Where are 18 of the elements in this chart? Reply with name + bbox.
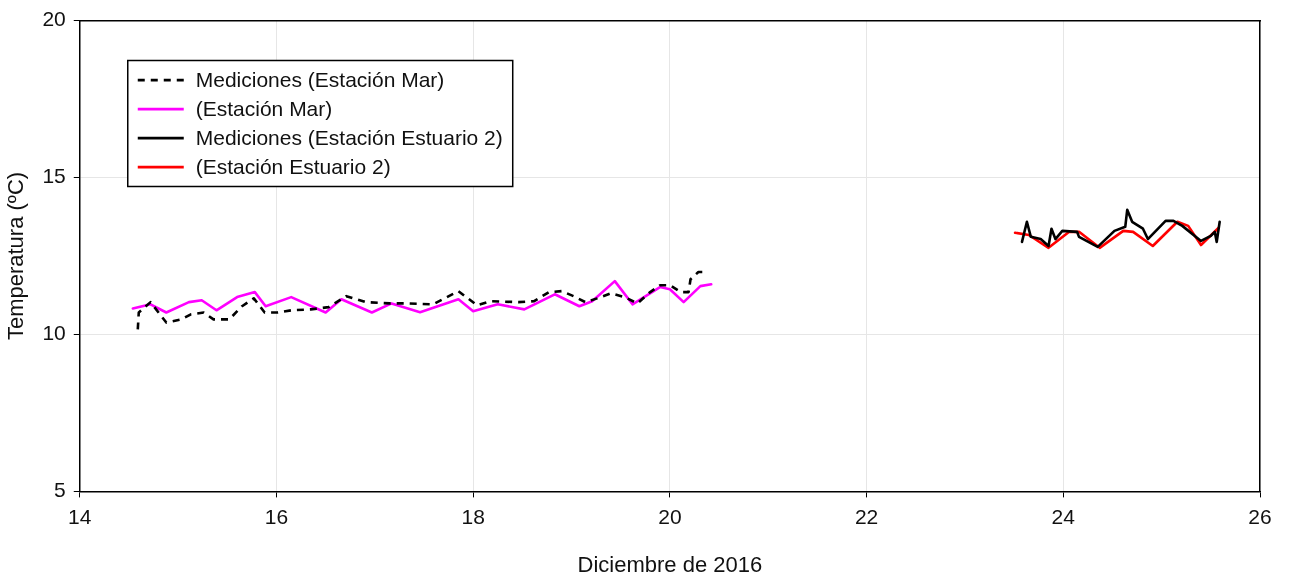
- x-tick-label: 16: [264, 504, 289, 528]
- line-series: [136, 270, 704, 331]
- y-tick-label: 10: [42, 321, 66, 345]
- legend-label: Mediciones (Estación Estuario 2): [195, 125, 503, 149]
- legend-label: (Estación Estuario 2): [195, 154, 391, 178]
- x-tick-label: 26: [1248, 504, 1272, 528]
- legend-label: (Estación Mar): [195, 96, 333, 120]
- x-tick-label: 18: [461, 504, 485, 528]
- x-tick-label: 20: [658, 504, 682, 528]
- x-tick-label: 22: [854, 504, 879, 528]
- x-tick-label: 24: [1051, 504, 1076, 528]
- legend-label: Mediciones (Estación Mar): [195, 67, 445, 91]
- y-tick-label: 20: [42, 7, 66, 31]
- y-tick-label: 15: [42, 164, 66, 188]
- y-tick-label: 5: [54, 478, 66, 502]
- y-axis-title: Temperatura (ºC): [3, 171, 29, 341]
- x-axis-title: Diciembre de 2016: [577, 551, 763, 577]
- x-tick-label: 14: [68, 504, 92, 528]
